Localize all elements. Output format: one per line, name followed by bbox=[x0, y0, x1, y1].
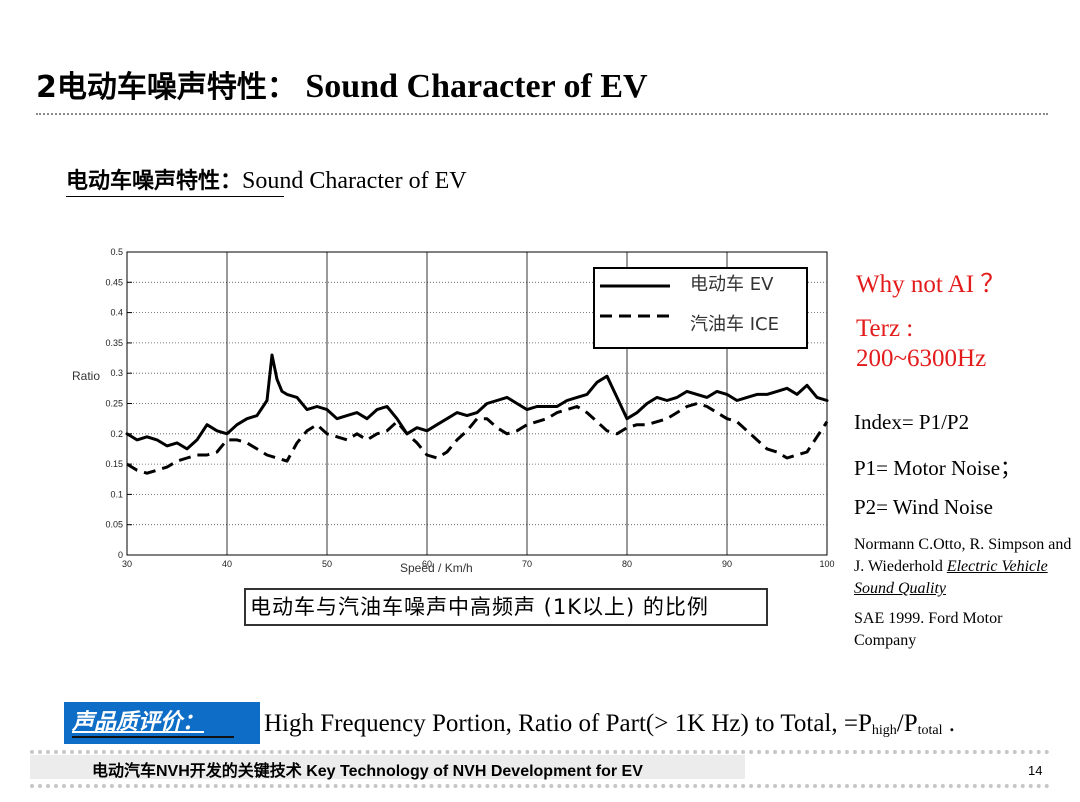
y-tick-label: 0.35 bbox=[105, 338, 123, 348]
series-line-ev bbox=[125, 353, 829, 451]
reference-citation: Normann C.Otto, R. Simpson and J. Wieder… bbox=[854, 534, 1074, 600]
x-tick-label: 40 bbox=[222, 559, 232, 569]
index-definition: Index= P1/P2 bbox=[854, 410, 970, 434]
y-axis-label: Ratio bbox=[72, 369, 100, 383]
reference-publisher: SAE 1999. Ford Motor Company bbox=[854, 610, 1003, 649]
y-tick-label: 0.5 bbox=[110, 247, 123, 257]
reference-title: Electric Vehicle Sound Quality bbox=[854, 558, 1048, 597]
sq-sub-high: high bbox=[871, 723, 897, 738]
chart-caption: 电动车与汽油车噪声中高频声 (1K以上) 的比例 bbox=[244, 588, 768, 626]
y-tick-label: 0.25 bbox=[105, 399, 123, 409]
p2-definition: P2= Wind Noise bbox=[854, 495, 993, 519]
sq-slash: /P bbox=[896, 710, 918, 737]
subtitle-cn: 电动车噪声特性： bbox=[66, 169, 243, 194]
y-tick-label: 0.05 bbox=[105, 520, 123, 530]
series-line-ice bbox=[126, 402, 829, 475]
footer-band bbox=[30, 755, 745, 779]
sq-sub-total: total bbox=[917, 723, 943, 738]
subtitle-en: Sound Character of EV bbox=[242, 168, 467, 194]
footer-divider-top bbox=[30, 750, 1050, 754]
y-axis-ticks: 0 0.05 0.1 0.15 0.2 0.25 0.3 0.35 0.4 0.45 0.5 bbox=[105, 247, 132, 560]
x-tick-label: 30 bbox=[122, 559, 132, 569]
sound-quality-definition: High Frequency Portion, Ratio of Part(> … bbox=[264, 710, 955, 739]
x-axis-label: Speed / Km/h bbox=[400, 561, 473, 575]
subtitle: 电动车噪声特性：Sound Character of EV bbox=[66, 163, 467, 195]
legend-ice-label: 汽油车 ICE bbox=[690, 314, 779, 335]
series-lines bbox=[125, 353, 829, 475]
x-axis-ticks: 30 40 50 60 70 80 90 100 bbox=[122, 559, 835, 569]
why-ai-note: Why not AI ？ bbox=[856, 271, 1006, 298]
page-title-cn: 2电动车噪声特性： bbox=[36, 70, 297, 105]
x-tick-label: 70 bbox=[522, 559, 532, 569]
page-title-en: Sound Character of EV bbox=[305, 68, 648, 105]
x-tick-label: 60 bbox=[422, 559, 432, 569]
legend-box bbox=[593, 267, 808, 349]
footer-divider-bottom bbox=[30, 784, 1050, 788]
title-divider bbox=[36, 113, 1048, 115]
terz-range: 200~6300Hz bbox=[856, 345, 987, 372]
page-title: 2电动车噪声特性： Sound Character of EV bbox=[36, 62, 648, 106]
sq-suffix: . bbox=[942, 710, 956, 737]
legend-ev-label: 电动车 EV bbox=[690, 274, 774, 295]
ratio-line-chart: 0 0.05 0.1 0.15 0.2 0.25 0.3 0.35 0.4 0.45 0.5 30 4… bbox=[72, 247, 835, 575]
x-tick-label: 50 bbox=[322, 559, 332, 569]
y-tick-label: 0.3 bbox=[110, 368, 123, 378]
x-tick-label: 90 bbox=[722, 559, 732, 569]
terz-note: Terz : 200~6300Hz bbox=[856, 314, 986, 374]
y-tick-label: 0.4 bbox=[110, 308, 123, 318]
reference-authors: Normann C.Otto, R. Simpson and J. Wieder… bbox=[854, 536, 1072, 575]
x-tick-label: 80 bbox=[622, 559, 632, 569]
subtitle-underline bbox=[66, 196, 284, 197]
x-tick-label: 100 bbox=[819, 559, 834, 569]
sq-text-main: High Frequency Portion, Ratio of Part(> … bbox=[264, 710, 872, 737]
p1-definition: P1= Motor Noise； bbox=[854, 456, 1022, 480]
chart-legend: 电动车 EV 汽油车 ICE bbox=[593, 267, 808, 349]
y-tick-label: 0.15 bbox=[105, 459, 123, 469]
y-tick-label: 0.1 bbox=[110, 489, 123, 499]
y-tick-label: 0 bbox=[118, 550, 123, 560]
page-number: 14 bbox=[1028, 763, 1043, 778]
y-tick-label: 0.45 bbox=[105, 277, 123, 287]
terz-label: Terz : bbox=[856, 315, 914, 342]
footer-text: 电动汽车NVH开发的关键技术 Key Technology of NVH Dev… bbox=[92, 763, 643, 780]
sound-quality-label: 声品质评价： bbox=[64, 702, 260, 744]
y-tick-label: 0.2 bbox=[110, 429, 123, 439]
